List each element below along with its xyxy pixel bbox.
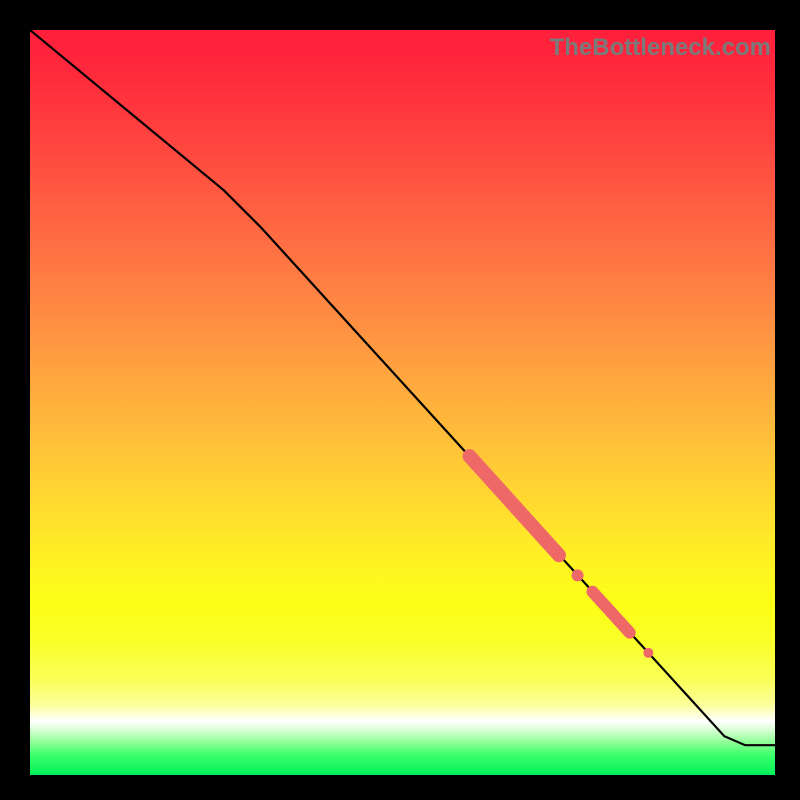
- image-frame: TheBottleneck.com: [0, 0, 800, 800]
- background-gradient: [30, 30, 775, 775]
- plot-area: TheBottleneck.com: [30, 30, 775, 775]
- watermark-text: TheBottleneck.com: [550, 34, 771, 62]
